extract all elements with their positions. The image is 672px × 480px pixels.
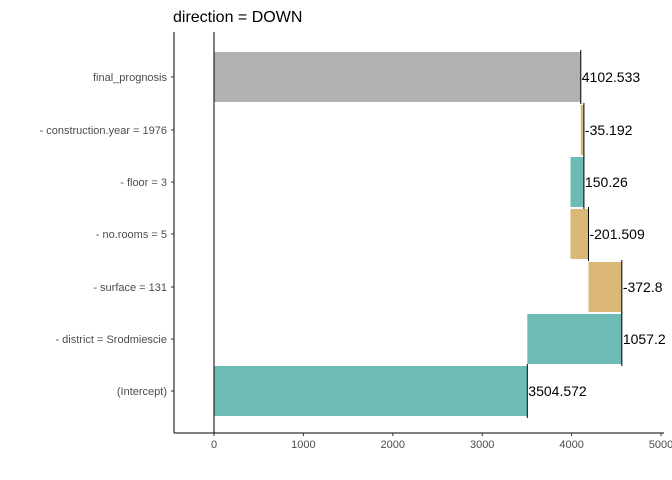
bar-4: [588, 262, 622, 312]
axes-layer: final_prognosis - construction.year = 197…: [40, 32, 672, 451]
x-tick-label-4: 4000: [559, 439, 583, 451]
chart-title: direction = DOWN: [173, 9, 302, 26]
y-tick-label-3: - no.rooms = 5: [96, 229, 167, 241]
bar-3: [570, 209, 589, 259]
y-tick-label-2: - floor = 3: [120, 177, 167, 189]
x-tick-label-1: 1000: [291, 439, 315, 451]
x-tick-label-0: 0: [211, 439, 217, 451]
data-label-0: 4102.533: [582, 69, 641, 85]
data-label-2: 150.26: [585, 174, 628, 190]
y-tick-label-6: (Intercept): [117, 386, 167, 398]
y-tick-label-1: - construction.year = 1976: [40, 125, 168, 137]
x-tick-label-3: 3000: [470, 439, 494, 451]
data-label-3: -201.509: [589, 226, 644, 242]
bar-2: [570, 157, 584, 207]
bar-6: [214, 366, 528, 416]
y-tick-label-4: - surface = 131: [93, 282, 167, 294]
y-tick-label-5: - district = Srodmiescie: [55, 334, 167, 346]
bar-5: [527, 314, 622, 364]
y-tick-label-0: final_prognosis: [93, 72, 167, 84]
bars-layer: 4102.533 -35.192 150.26 -201.509 -372.8 1057.…: [214, 50, 666, 418]
bar-0: [214, 52, 581, 102]
data-label-5: 1057.2: [623, 331, 666, 347]
bar-1: [580, 105, 584, 155]
x-tick-label-2: 2000: [381, 439, 405, 451]
data-label-4: -372.8: [623, 279, 663, 295]
data-label-1: -35.192: [585, 122, 633, 138]
data-label-6: 3504.572: [528, 383, 587, 399]
x-tick-label-5: 5000: [649, 439, 672, 451]
